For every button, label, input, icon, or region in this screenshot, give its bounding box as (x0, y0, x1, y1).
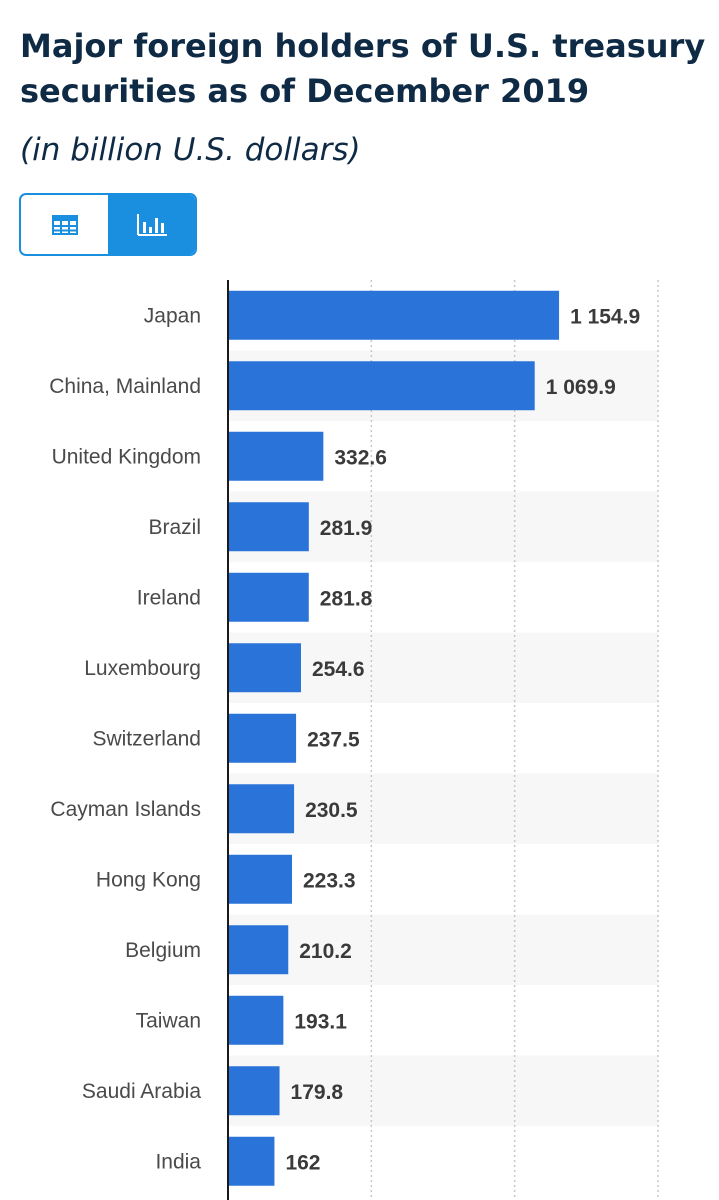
value-label: 210.2 (299, 940, 352, 963)
value-label: 254.6 (312, 658, 365, 681)
category-label: Saudi Arabia (82, 1080, 201, 1103)
value-label: 281.8 (320, 587, 373, 610)
bar (228, 502, 309, 552)
value-label: 281.9 (320, 517, 373, 540)
value-label: 1 154.9 (570, 305, 640, 328)
value-label: 193.1 (294, 1010, 347, 1033)
value-label: 223.3 (303, 869, 356, 892)
bar (228, 1136, 275, 1186)
category-label: Japan (144, 304, 201, 327)
chart-subtitle: (in billion U.S. dollars) (20, 132, 361, 168)
bar (228, 784, 295, 834)
bar (228, 854, 293, 904)
value-label: 1 069.9 (546, 376, 616, 399)
row-stripe (228, 1055, 658, 1126)
value-label: 162 (285, 1151, 320, 1174)
bar (228, 713, 297, 763)
table-view-button[interactable] (21, 195, 108, 254)
category-label: Brazil (148, 516, 201, 539)
bar (228, 361, 535, 411)
category-label: Belgium (125, 939, 201, 962)
chart-view-button[interactable] (108, 195, 195, 254)
category-label: Luxembourg (84, 657, 201, 680)
row-stripe (228, 914, 658, 985)
row-stripe (228, 773, 658, 844)
category-label: Cayman Islands (50, 798, 201, 821)
bar (228, 643, 301, 693)
category-label: China, Mainland (49, 375, 201, 398)
category-label: Switzerland (92, 727, 201, 750)
category-label: India (155, 1150, 201, 1173)
chart-title: Major foreign holders of U.S. treasury s… (20, 27, 706, 110)
bar (228, 290, 560, 340)
category-label: Hong Kong (96, 868, 201, 891)
bar (228, 925, 289, 975)
category-label: Taiwan (136, 1009, 201, 1032)
value-label: 230.5 (305, 799, 358, 822)
bar (228, 995, 284, 1045)
bar (228, 1066, 280, 1116)
category-label: United Kingdom (52, 445, 201, 468)
bar-chart-icon (136, 213, 167, 236)
category-label: Ireland (137, 586, 201, 609)
value-label: 237.5 (307, 728, 360, 751)
value-label: 332.6 (334, 446, 387, 469)
table-icon (51, 214, 78, 235)
view-toggle (19, 193, 197, 256)
bar (228, 572, 309, 622)
bar (228, 431, 324, 481)
value-label: 179.8 (291, 1081, 344, 1104)
